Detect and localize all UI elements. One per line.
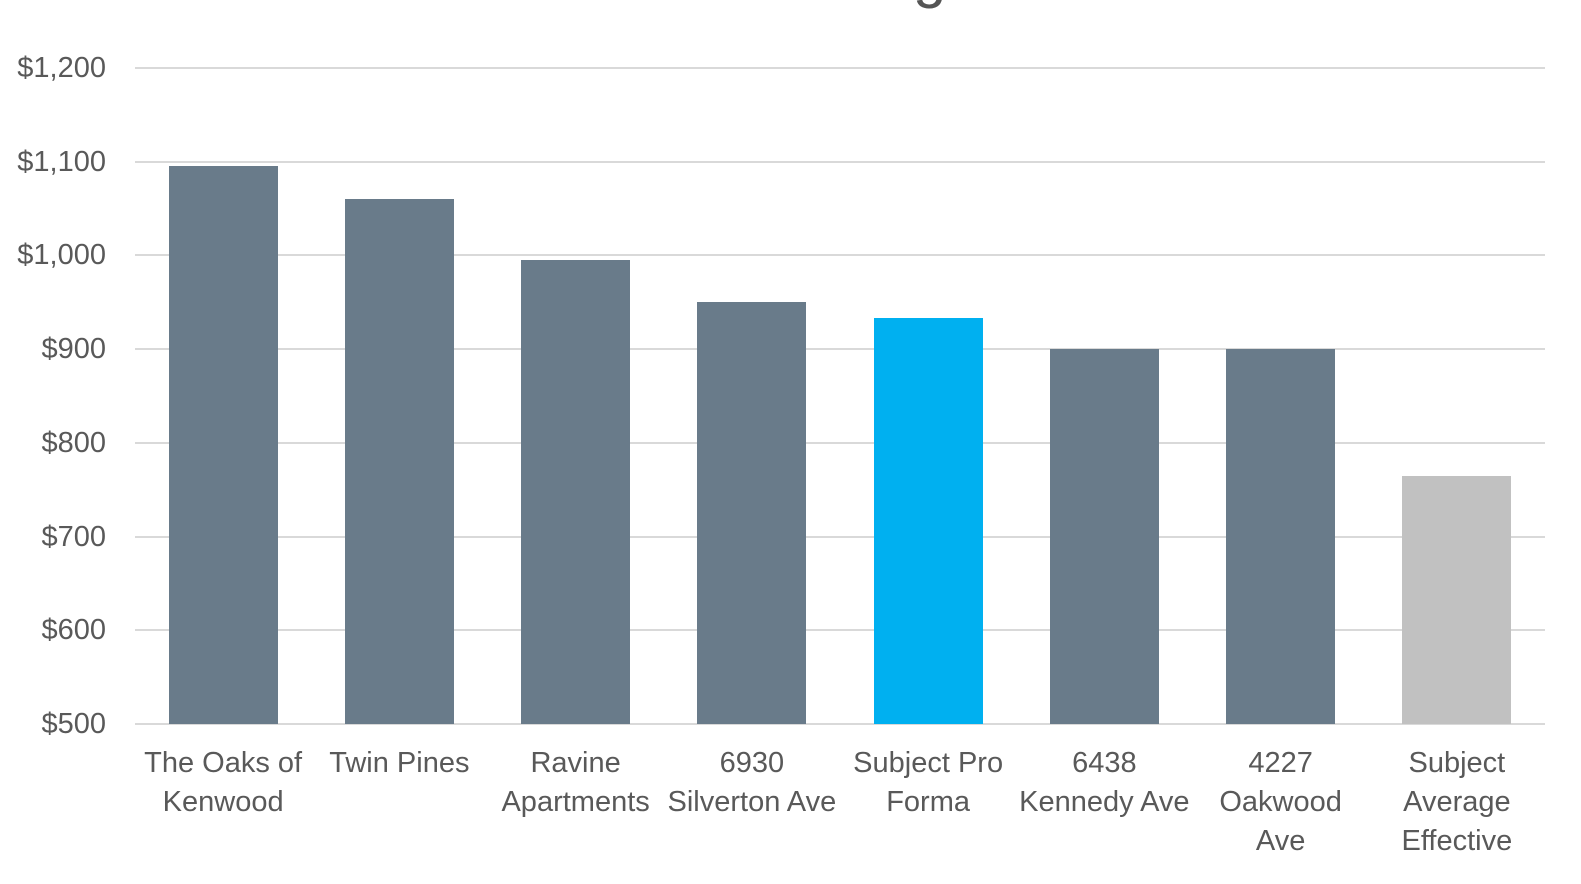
bar-4227-oakwood-ave <box>1226 349 1336 724</box>
x-axis-label-line: Effective <box>1401 825 1513 857</box>
gridline-600 <box>135 629 1545 632</box>
x-axis-label-line: Ave <box>1255 825 1306 857</box>
x-axis-label-line: Silverton Ave <box>667 786 837 818</box>
x-axis-label-twin-pines: Twin Pines <box>311 744 487 783</box>
x-axis-label-line: 4227 <box>1248 747 1313 779</box>
x-axis-label-line: 6930 <box>719 747 785 779</box>
bar-the-oaks-of-kenwood <box>168 166 278 724</box>
x-axis-label-line: Oakwood <box>1219 786 1342 818</box>
x-axis-label-line: Kennedy Ave <box>1019 786 1190 818</box>
gridline-1100 <box>135 160 1545 163</box>
x-axis-label-6438-kennedy-ave: 6438 Kennedy Ave <box>1016 744 1192 822</box>
bar-subject-average-effective <box>1402 475 1512 724</box>
gridline-1200 <box>135 67 1545 69</box>
x-axis-label-line: The Oaks of <box>144 747 303 779</box>
gridline-700 <box>135 535 1545 538</box>
bar-6438-kennedy-ave <box>1049 349 1159 724</box>
x-axis-label-line: Apartments <box>501 786 650 818</box>
x-axis-label-6930-silverton-ave: 6930 Silverton Ave <box>664 744 840 822</box>
x-axis-label-line: Subject Pro <box>853 747 1004 779</box>
bar-ravine-apartments <box>521 260 631 724</box>
gridline-1000 <box>135 254 1545 257</box>
y-axis-label-900: $900 <box>41 333 106 366</box>
bar-subject-pro-forma <box>873 318 983 724</box>
x-axis-label-line: Average <box>1403 786 1511 818</box>
x-axis-label-subject-average-effective: Subject Average Effective <box>1369 744 1545 861</box>
gridline-900 <box>135 348 1545 351</box>
bar-6930-silverton-ave <box>697 302 807 724</box>
gridline-800 <box>135 441 1545 444</box>
x-axis-label-line: 6438 <box>1072 747 1137 779</box>
x-axis-label-the-oaks-of-kenwood: The Oaks of Kenwood <box>135 744 311 822</box>
y-axis-label-1200: $1,200 <box>17 52 106 84</box>
y-axis-label-800: $800 <box>41 426 106 459</box>
y-axis-label-600: $600 <box>41 614 106 647</box>
y-axis-label-700: $700 <box>41 520 106 553</box>
x-axis-label-4227-oakwood-ave: 4227 Oakwood Ave <box>1193 744 1369 861</box>
gridline-500 <box>135 723 1545 725</box>
x-axis-label-line: Kenwood <box>162 786 284 818</box>
x-axis-label-subject-pro-forma: Subject Pro Forma <box>840 744 1016 822</box>
chart-title-fragment: g <box>913 0 946 6</box>
bar-twin-pines <box>344 199 454 724</box>
x-axis-label-line: Subject <box>1408 747 1506 779</box>
y-axis-label-1100: $1,100 <box>17 145 106 178</box>
x-axis-label-ravine-apartments: Ravine Apartments <box>488 744 664 822</box>
x-axis-label-line: Ravine <box>530 747 621 779</box>
y-axis-label-500: $500 <box>41 708 106 740</box>
y-axis-label-1000: $1,000 <box>17 239 106 272</box>
x-axis-label-line: Forma <box>886 786 971 818</box>
x-axis-label-line: Twin Pines <box>329 747 470 779</box>
